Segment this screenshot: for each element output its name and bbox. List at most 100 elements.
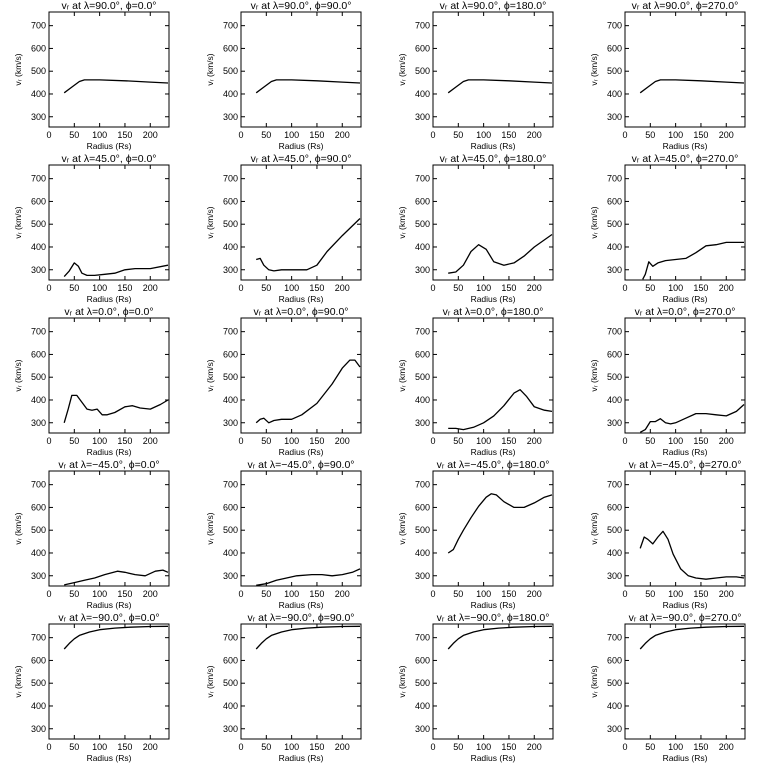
panel-14: vᵣ at λ=−45.0°, ϕ=90.0° 0 50 100 150 200 300 40… <box>205 459 362 610</box>
panel-4: vᵣ at λ=90.0°, ϕ=270.0° 0 50 100 150 200 300 40… <box>589 0 746 151</box>
x-tick-label: 100 <box>668 436 683 446</box>
y-tick-label: 500 <box>415 219 430 229</box>
y-tick-label: 300 <box>415 265 430 275</box>
panel-title: vᵣ at λ=90.0°, ϕ=180.0° <box>440 0 547 12</box>
x-tick-label: 50 <box>69 130 79 140</box>
panel-title: vᵣ at λ=45.0°, ϕ=270.0° <box>632 153 739 165</box>
x-tick-label: 0 <box>622 742 627 752</box>
x-tick-label: 50 <box>453 436 463 446</box>
y-tick-label: 300 <box>31 724 46 734</box>
x-tick-label: 50 <box>453 283 463 293</box>
x-tick-label: 50 <box>261 589 271 599</box>
x-tick-label: 100 <box>668 283 683 293</box>
y-tick-label: 300 <box>415 724 430 734</box>
x-tick-label: 0 <box>238 436 243 446</box>
x-tick-label: 100 <box>92 742 107 752</box>
panel-title: vᵣ at λ=45.0°, ϕ=0.0° <box>61 153 156 165</box>
x-tick-label: 100 <box>92 436 107 446</box>
panel-2: vᵣ at λ=90.0°, ϕ=90.0° 0 50 100 150 200 300 400… <box>205 0 362 151</box>
y-tick-label: 500 <box>607 678 622 688</box>
y-tick-label: 400 <box>607 701 622 711</box>
y-tick-label: 700 <box>223 21 238 31</box>
y-tick-label: 300 <box>223 571 238 581</box>
y-tick-label: 700 <box>31 480 46 490</box>
y-tick-label: 400 <box>31 89 46 99</box>
x-tick-label: 0 <box>622 589 627 599</box>
y-tick-label: 400 <box>31 701 46 711</box>
panel-title: vᵣ at λ=0.0°, ϕ=0.0° <box>64 306 153 318</box>
x-tick-label: 200 <box>527 589 542 599</box>
y-tick-label: 300 <box>415 112 430 122</box>
x-tick-label: 150 <box>309 130 324 140</box>
y-tick-label: 500 <box>607 372 622 382</box>
x-tick-label: 0 <box>622 436 627 446</box>
panel-title: vᵣ at λ=90.0°, ϕ=0.0° <box>61 0 156 12</box>
x-axis-label: Radius (Rs) <box>279 447 324 457</box>
x-axis-label: Radius (Rs) <box>279 141 324 151</box>
y-tick-label: 400 <box>223 701 238 711</box>
y-tick-label: 500 <box>31 372 46 382</box>
velocity-line <box>642 241 744 280</box>
plot-frame <box>624 470 746 587</box>
x-tick-label: 150 <box>501 436 516 446</box>
x-tick-label: 200 <box>143 589 158 599</box>
y-axis-label: vᵣ (km/s) <box>13 206 23 238</box>
x-tick-label: 150 <box>693 130 708 140</box>
x-tick-label: 150 <box>309 589 324 599</box>
x-tick-label: 150 <box>117 436 132 446</box>
panel-title: vᵣ at λ=−45.0°, ϕ=90.0° <box>248 459 355 471</box>
x-tick-label: 100 <box>476 742 491 752</box>
velocity-line <box>256 218 361 272</box>
panel-11: vᵣ at λ=0.0°, ϕ=180.0° 0 50 100 150 200 300 400… <box>397 306 554 457</box>
x-axis-label: Radius (Rs) <box>87 294 132 304</box>
panel-12: vᵣ at λ=0.0°, ϕ=270.0° 0 50 100 150 200 300 400… <box>589 306 746 457</box>
x-tick-label: 50 <box>645 130 655 140</box>
y-tick-label: 400 <box>415 395 430 405</box>
x-tick-label: 150 <box>693 589 708 599</box>
x-tick-label: 100 <box>668 742 683 752</box>
x-axis-label: Radius (Rs) <box>471 447 516 457</box>
y-tick-label: 600 <box>223 349 238 359</box>
y-tick-label: 400 <box>607 548 622 558</box>
panel-title: vᵣ at λ=0.0°, ϕ=90.0° <box>253 306 348 318</box>
y-tick-label: 600 <box>607 502 622 512</box>
y-tick-label: 300 <box>415 571 430 581</box>
x-tick-label: 150 <box>501 130 516 140</box>
x-tick-label: 150 <box>501 283 516 293</box>
y-axis-label: vᵣ (km/s) <box>397 665 407 697</box>
panel-5: vᵣ at λ=45.0°, ϕ=0.0° 0 50 100 150 200 300 400 5… <box>13 153 170 304</box>
panel-10: vᵣ at λ=0.0°, ϕ=90.0° 0 50 100 150 200 300 400 5… <box>205 306 362 457</box>
y-tick-label: 300 <box>31 418 46 428</box>
x-tick-label: 150 <box>309 436 324 446</box>
x-tick-label: 100 <box>284 436 299 446</box>
y-tick-label: 400 <box>607 89 622 99</box>
velocity-line <box>447 493 553 554</box>
panel-title: vᵣ at λ=0.0°, ϕ=180.0° <box>443 306 544 318</box>
x-tick-label: 100 <box>476 283 491 293</box>
y-tick-label: 500 <box>415 372 430 382</box>
x-tick-label: 0 <box>238 589 243 599</box>
plot-frame <box>48 470 170 587</box>
y-axis-label: vᵣ (km/s) <box>397 512 407 544</box>
panel-title: vᵣ at λ=45.0°, ϕ=90.0° <box>251 153 352 165</box>
x-tick-label: 0 <box>46 130 51 140</box>
velocity-line <box>255 625 361 650</box>
x-tick-label: 150 <box>117 130 132 140</box>
y-tick-label: 300 <box>607 571 622 581</box>
y-tick-label: 600 <box>415 196 430 206</box>
x-axis-label: Radius (Rs) <box>279 753 324 763</box>
y-tick-label: 700 <box>31 174 46 184</box>
y-axis-label: vᵣ (km/s) <box>397 206 407 238</box>
panel-title: vᵣ at λ=−45.0°, ϕ=180.0° <box>437 459 550 471</box>
panel-19: vᵣ at λ=−90.0°, ϕ=180.0° 0 50 100 150 200 300 4… <box>397 612 554 763</box>
x-tick-label: 200 <box>335 283 350 293</box>
velocity-line <box>63 625 169 650</box>
x-tick-label: 0 <box>46 589 51 599</box>
y-tick-label: 500 <box>223 219 238 229</box>
x-tick-label: 100 <box>668 589 683 599</box>
panel-18: vᵣ at λ=−90.0°, ϕ=90.0° 0 50 100 150 200 300 40… <box>205 612 362 763</box>
x-tick-label: 200 <box>335 436 350 446</box>
y-tick-label: 600 <box>607 43 622 53</box>
x-axis-label: Radius (Rs) <box>663 753 708 763</box>
y-tick-label: 400 <box>607 242 622 252</box>
